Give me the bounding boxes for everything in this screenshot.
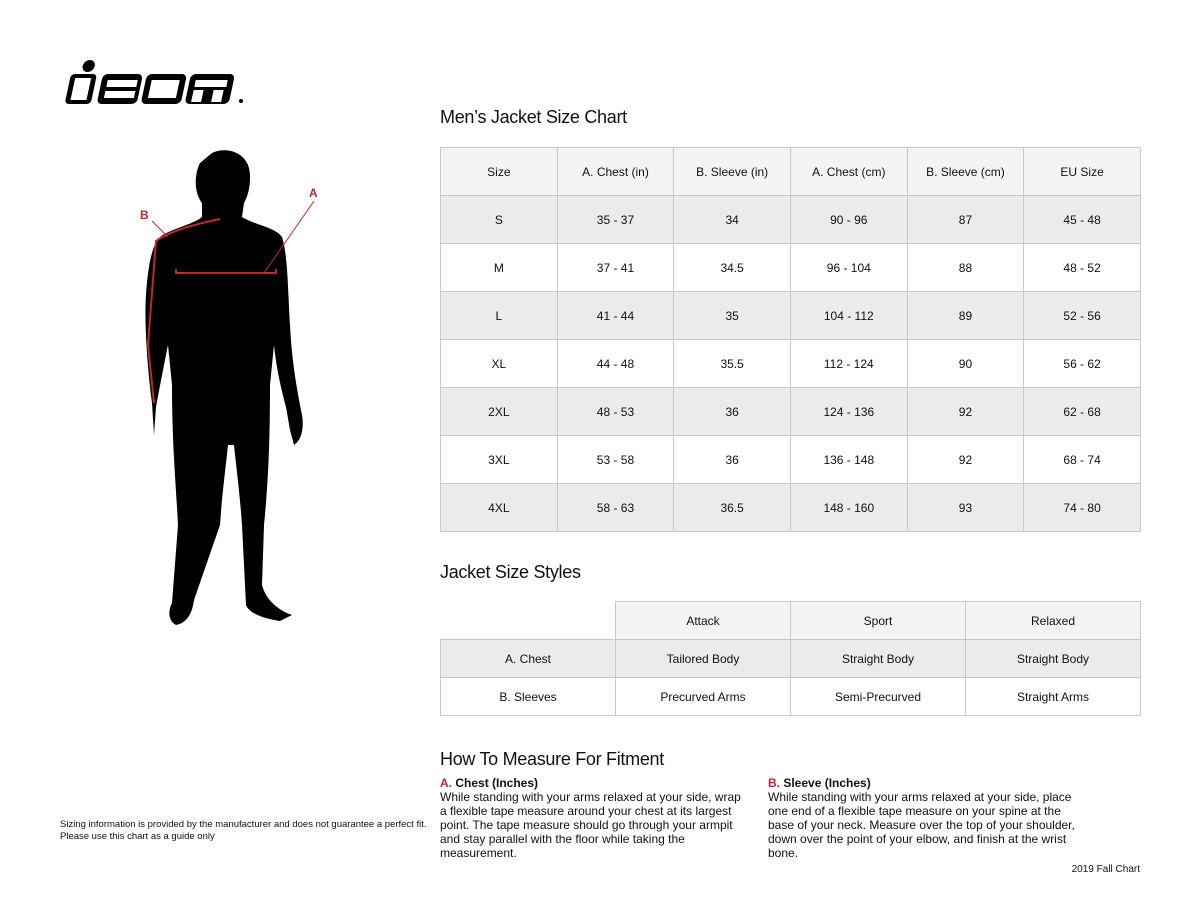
size-chart-table: Size A. Chest (in) B. Sleeve (in) A. Chest … bbox=[440, 147, 1141, 532]
sleeve-letter: B. bbox=[768, 776, 780, 790]
chest-letter: A. bbox=[440, 776, 452, 790]
table-cell: 112 - 124 bbox=[789, 339, 908, 388]
table-row: B. Sleeves Precurved Arms Semi-Precurved St… bbox=[440, 677, 1141, 716]
size-chart-title: Men’s Jacket Size Chart bbox=[440, 107, 627, 127]
table-cell: 44 - 48 bbox=[556, 339, 675, 388]
table-cell: Semi-Precurved bbox=[790, 677, 966, 716]
chest-title: Chest (Inches) bbox=[455, 776, 539, 790]
table-cell: 37 - 41 bbox=[556, 243, 675, 292]
table-cell: 35 bbox=[673, 291, 791, 340]
disclaimer: Sizing information is provided by the ma… bbox=[60, 819, 427, 843]
table-cell: 92 bbox=[906, 387, 1025, 436]
edition-label: 2019 Fall Chart bbox=[1071, 864, 1140, 875]
header-cell: EU Size bbox=[1023, 147, 1141, 196]
table-cell: 3XL bbox=[440, 435, 558, 484]
table-row: A. Chest Tailored Body Straight Body Straig… bbox=[440, 639, 1141, 678]
table-cell: 34.5 bbox=[673, 243, 791, 292]
styles-table: Attack Sport Relaxed A. Chest Tailored Body S… bbox=[440, 601, 1141, 716]
table-cell: 87 bbox=[906, 195, 1025, 244]
table-cell: 74 - 80 bbox=[1023, 483, 1141, 532]
sleeve-instructions: B. Sleeve (Inches) While standing with y… bbox=[768, 776, 1078, 860]
table-cell: 62 - 68 bbox=[1023, 387, 1141, 436]
sleeve-text: While standing with your arms relaxed at… bbox=[768, 790, 1075, 860]
header-cell: A. Chest (cm) bbox=[789, 147, 908, 196]
table-cell: 36 bbox=[673, 387, 791, 436]
table-cell: 88 bbox=[906, 243, 1025, 292]
header-cell: A. Chest (in) bbox=[556, 147, 675, 196]
table-row: XL 44 - 48 35.5 112 - 124 90 56 - 62 bbox=[440, 339, 1141, 388]
table-row: 2XL 48 - 53 36 124 - 136 92 62 - 68 bbox=[440, 387, 1141, 436]
header-row: Attack Sport Relaxed bbox=[440, 601, 1141, 640]
table-cell: 58 - 63 bbox=[556, 483, 675, 532]
header-cell bbox=[440, 601, 616, 640]
table-cell: XL bbox=[440, 339, 558, 388]
chest-instructions: A. Chest (Inches) While standing with yo… bbox=[440, 776, 750, 860]
table-cell: 4XL bbox=[440, 483, 558, 532]
header-row: Size A. Chest (in) B. Sleeve (in) A. Chest … bbox=[440, 147, 1141, 196]
table-row: 4XL 58 - 63 36.5 148 - 160 93 74 - 80 bbox=[440, 483, 1141, 532]
disclaimer-line-1: Sizing information is provided by the ma… bbox=[60, 819, 427, 830]
table-cell: 35 - 37 bbox=[556, 195, 675, 244]
table-cell: 48 - 53 bbox=[556, 387, 675, 436]
label-b: B bbox=[140, 208, 149, 222]
header-cell: B. Sleeve (in) bbox=[673, 147, 791, 196]
table-cell: 90 - 96 bbox=[789, 195, 908, 244]
table-cell: 45 - 48 bbox=[1023, 195, 1141, 244]
header-cell: Size bbox=[440, 147, 558, 196]
table-cell: 41 - 44 bbox=[556, 291, 675, 340]
header-cell: Attack bbox=[615, 601, 791, 640]
table-cell: S bbox=[440, 195, 558, 244]
table-cell: Straight Body bbox=[790, 639, 966, 678]
sleeve-title: Sleeve (Inches) bbox=[783, 776, 871, 790]
table-cell: Tailored Body bbox=[615, 639, 791, 678]
table-cell: 89 bbox=[906, 291, 1025, 340]
table-cell: Precurved Arms bbox=[615, 677, 791, 716]
icon-logo bbox=[65, 60, 243, 104]
table-cell: L bbox=[440, 291, 558, 340]
table-cell: 90 bbox=[906, 339, 1025, 388]
table-row: 3XL 53 - 58 36 136 - 148 92 68 - 74 bbox=[440, 435, 1141, 484]
table-cell: 48 - 52 bbox=[1023, 243, 1141, 292]
table-cell: Straight Arms bbox=[965, 677, 1141, 716]
table-cell: 124 - 136 bbox=[789, 387, 908, 436]
table-cell: 52 - 56 bbox=[1023, 291, 1141, 340]
table-row: L 41 - 44 35 104 - 112 89 52 - 56 bbox=[440, 291, 1141, 340]
table-cell: 136 - 148 bbox=[789, 435, 908, 484]
table-row: M 37 - 41 34.5 96 - 104 88 48 - 52 bbox=[440, 243, 1141, 292]
table-cell: 68 - 74 bbox=[1023, 435, 1141, 484]
header-cell: Relaxed bbox=[965, 601, 1141, 640]
table-cell: 93 bbox=[906, 483, 1025, 532]
body-silhouette bbox=[145, 150, 315, 626]
disclaimer-line-2: Please use this chart as a guide only bbox=[60, 831, 215, 842]
table-cell: 56 - 62 bbox=[1023, 339, 1141, 388]
measure-title: How To Measure For Fitment bbox=[440, 749, 664, 769]
table-cell: 96 - 104 bbox=[789, 243, 908, 292]
header-cell: B. Sleeve (cm) bbox=[906, 147, 1025, 196]
table-cell: 92 bbox=[906, 435, 1025, 484]
table-row: S 35 - 37 34 90 - 96 87 45 - 48 bbox=[440, 195, 1141, 244]
table-cell: M bbox=[440, 243, 558, 292]
table-cell: 35.5 bbox=[673, 339, 791, 388]
table-cell: 36.5 bbox=[673, 483, 791, 532]
table-cell: Straight Body bbox=[965, 639, 1141, 678]
table-cell: 104 - 112 bbox=[789, 291, 908, 340]
table-cell: 2XL bbox=[440, 387, 558, 436]
label-a: A bbox=[309, 186, 318, 200]
chest-text: While standing with your arms relaxed at… bbox=[440, 790, 741, 860]
table-cell: 34 bbox=[673, 195, 791, 244]
table-cell: 53 - 58 bbox=[556, 435, 675, 484]
table-cell: 36 bbox=[673, 435, 791, 484]
table-cell: B. Sleeves bbox=[440, 677, 616, 716]
header-cell: Sport bbox=[790, 601, 966, 640]
table-cell: 148 - 160 bbox=[789, 483, 908, 532]
styles-title: Jacket Size Styles bbox=[440, 562, 581, 582]
table-cell: A. Chest bbox=[440, 639, 616, 678]
